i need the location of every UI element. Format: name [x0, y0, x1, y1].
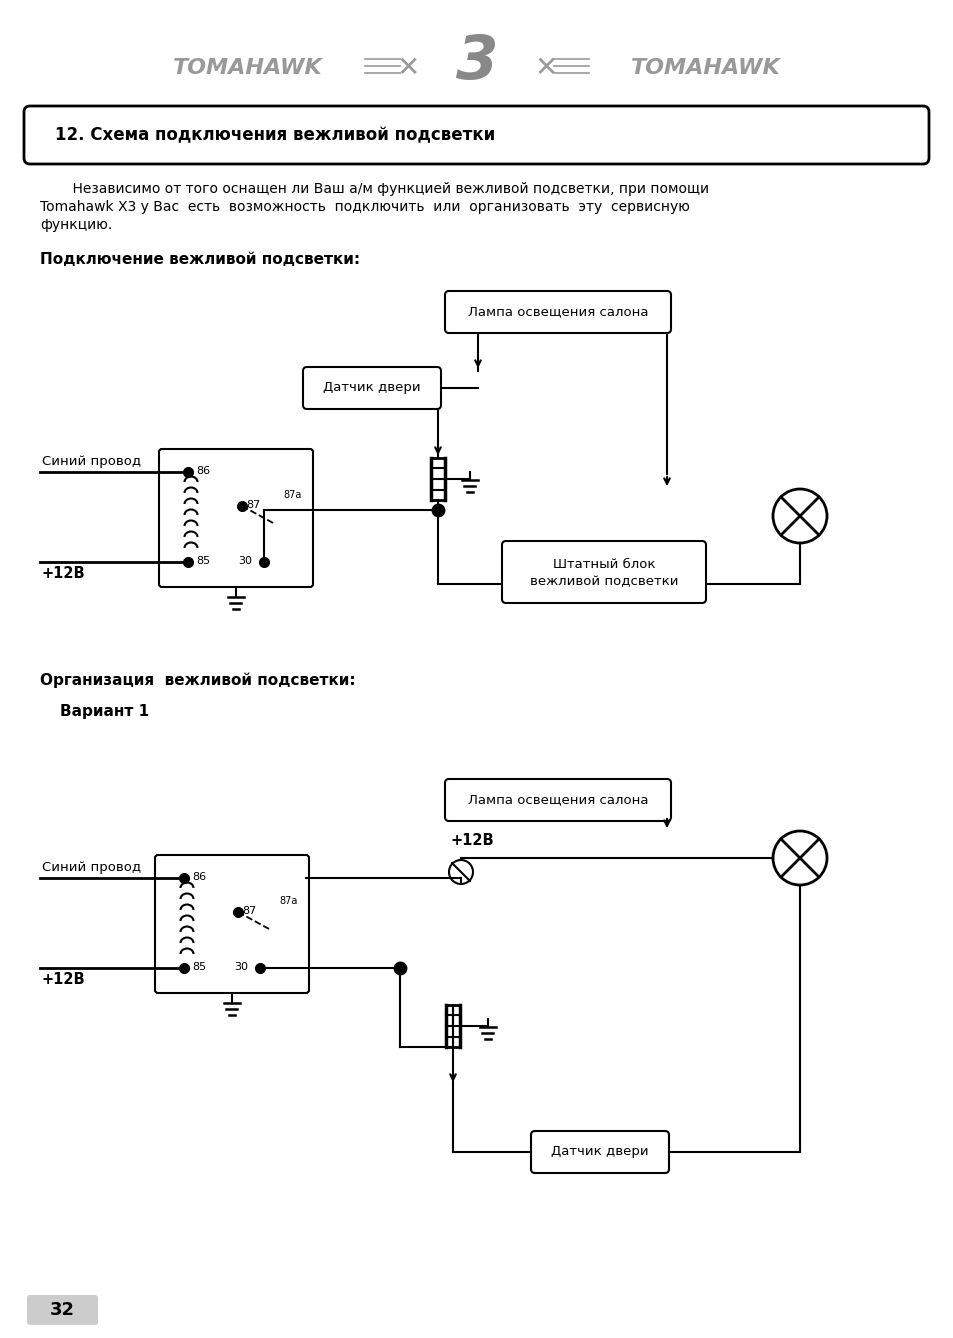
Text: Организация  вежливой подсветки:: Организация вежливой подсветки: [40, 672, 355, 688]
Text: ✕: ✕ [395, 54, 419, 82]
Text: вежливой подсветки: вежливой подсветки [529, 575, 678, 589]
Text: 86: 86 [195, 466, 210, 476]
Text: 30: 30 [237, 557, 252, 566]
FancyBboxPatch shape [303, 367, 440, 409]
Text: Датчик двери: Датчик двери [551, 1145, 648, 1159]
Text: 85: 85 [192, 962, 206, 971]
Text: 85: 85 [195, 557, 210, 566]
Text: Независимо от того оснащен ли Ваш а/м функцией вежливой подсветки, при помощи: Независимо от того оснащен ли Ваш а/м фу… [55, 182, 708, 195]
Text: 86: 86 [192, 872, 206, 882]
Text: Синий провод: Синий провод [42, 860, 141, 874]
Text: +12В: +12В [42, 566, 86, 581]
FancyBboxPatch shape [159, 450, 313, 587]
Text: 87: 87 [242, 906, 256, 917]
Text: Вариант 1: Вариант 1 [60, 704, 149, 719]
FancyBboxPatch shape [154, 855, 309, 993]
FancyBboxPatch shape [444, 290, 670, 333]
FancyBboxPatch shape [24, 106, 928, 165]
Text: 3: 3 [456, 32, 497, 91]
FancyBboxPatch shape [27, 1295, 98, 1325]
FancyBboxPatch shape [444, 779, 670, 822]
Text: +12В: +12В [42, 971, 86, 987]
Text: ✕: ✕ [534, 54, 558, 82]
Text: Лампа освещения салона: Лампа освещения салона [467, 305, 648, 318]
Text: 87a: 87a [278, 896, 297, 906]
Text: Tomahawk X3 у Вас  есть  возможность  подключить  или  организовать  эту  сервис: Tomahawk X3 у Вас есть возможность подкл… [40, 199, 689, 214]
FancyBboxPatch shape [531, 1131, 668, 1173]
Text: +12В: +12В [451, 834, 494, 848]
Text: Штатный блок: Штатный блок [552, 558, 655, 570]
Text: TOMAHAWK: TOMAHAWK [631, 58, 781, 78]
FancyBboxPatch shape [501, 541, 705, 603]
Text: Датчик двери: Датчик двери [323, 381, 420, 395]
Text: 32: 32 [50, 1301, 74, 1319]
Text: TOMAHAWK: TOMAHAWK [172, 58, 322, 78]
Text: 87: 87 [246, 500, 260, 510]
Text: функцию.: функцию. [40, 218, 112, 231]
Text: Подключение вежливой подсветки:: Подключение вежливой подсветки: [40, 252, 359, 268]
Text: Синий провод: Синий провод [42, 455, 141, 468]
Text: 87a: 87a [283, 490, 301, 500]
Text: 30: 30 [233, 962, 248, 971]
Text: 12. Схема подключения вежливой подсветки: 12. Схема подключения вежливой подсветки [55, 126, 495, 145]
Text: Лампа освещения салона: Лампа освещения салона [467, 793, 648, 807]
